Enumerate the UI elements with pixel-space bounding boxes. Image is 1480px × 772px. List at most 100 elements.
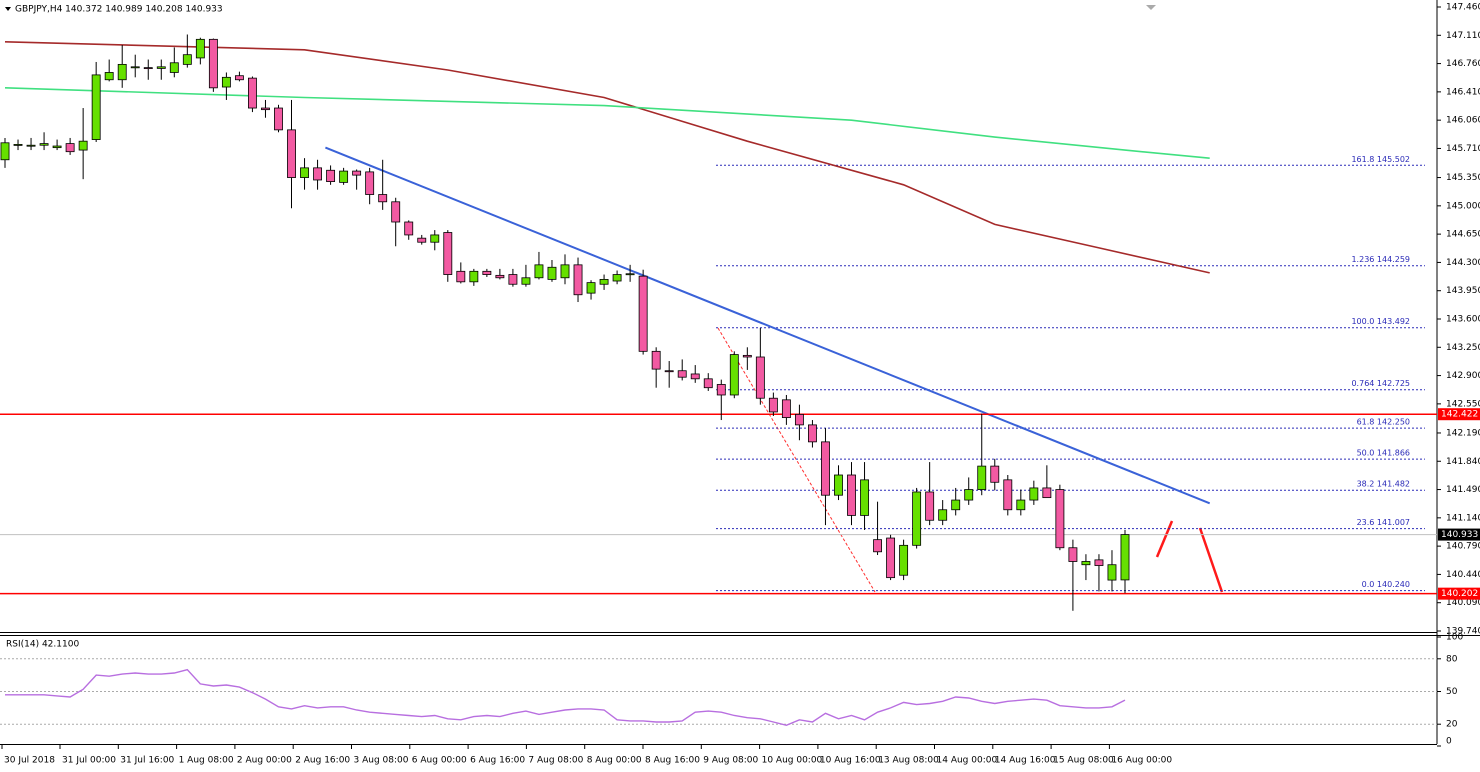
x-tick-label: 31 Jul 16:00 <box>120 756 174 766</box>
candle-body <box>1068 547 1078 562</box>
candle-body <box>104 72 114 81</box>
candle-body <box>13 144 23 146</box>
fib-trendline <box>717 327 876 593</box>
candle-body <box>248 77 257 109</box>
rsi-line <box>5 668 1126 727</box>
candle-body <box>1042 487 1052 499</box>
x-tick-label: 8 Aug 16:00 <box>645 756 700 766</box>
candle-body <box>768 397 778 413</box>
candle-body <box>169 62 179 73</box>
candle-body <box>990 465 1000 483</box>
candle-body <box>1016 499 1026 511</box>
candle-body <box>912 491 922 546</box>
candle-body <box>964 489 974 501</box>
candle-body <box>938 509 948 521</box>
fib-label: 1.236 144.259 <box>1351 255 1410 264</box>
candle-body <box>26 144 36 147</box>
candle-body <box>755 356 765 399</box>
y-tick-label: 141.840 <box>1446 457 1480 467</box>
candle-body <box>365 171 375 195</box>
candle-body <box>143 67 153 70</box>
x-tick-label: 1 Aug 08:00 <box>179 756 234 766</box>
x-tick-label: 3 Aug 08:00 <box>354 756 409 766</box>
y-tick-label: 142.190 <box>1446 428 1480 438</box>
candle-body <box>573 264 583 296</box>
rsi-tick-label: 100 <box>1446 633 1463 643</box>
candle-body <box>313 167 322 181</box>
y-tick-label: 140.090 <box>1446 598 1480 608</box>
x-tick-label: 14 Aug 00:00 <box>937 756 998 766</box>
y-tick-label: 147.110 <box>1446 31 1480 41</box>
moving-average <box>4 87 1210 159</box>
candle-body <box>78 140 88 151</box>
rsi-tick-label: 50 <box>1446 687 1458 697</box>
x-tick-label: 10 Aug 00:00 <box>762 756 823 766</box>
candle-body <box>821 441 830 496</box>
candle-body <box>1081 561 1091 566</box>
rsi-label: RSI(14) 42.1100 <box>6 640 79 650</box>
y-tick-label: 139.740 <box>1446 627 1480 637</box>
fib-label: 61.8 142.250 <box>1357 418 1410 427</box>
x-tick-label: 8 Aug 00:00 <box>587 756 642 766</box>
candle-body <box>586 282 596 294</box>
y-tick-label: 143.950 <box>1446 286 1480 296</box>
candle-body <box>873 539 882 553</box>
rsi-tick-label: 20 <box>1446 720 1458 730</box>
candle-body <box>534 264 544 279</box>
candle-body <box>91 74 101 140</box>
y-tick-label: 142.900 <box>1446 371 1480 381</box>
candle-body <box>560 264 570 279</box>
candle-body <box>130 66 140 69</box>
y-tick-label: 142.550 <box>1446 399 1480 409</box>
candle-body <box>729 354 739 396</box>
candle-body <box>612 274 622 282</box>
candle-body <box>599 278 609 285</box>
trendline <box>325 146 1211 505</box>
y-tick-label: 147.460 <box>1446 3 1480 13</box>
candle-body <box>925 491 935 521</box>
candle-body <box>703 378 713 389</box>
candle-body <box>326 169 336 182</box>
rsi-tick-label: 80 <box>1446 654 1458 664</box>
x-tick-label: 13 Aug 08:00 <box>878 756 939 766</box>
candle-body <box>287 129 296 178</box>
y-tick-label: 146.060 <box>1446 116 1480 126</box>
candle-body <box>847 474 856 516</box>
candle-body <box>1055 489 1065 549</box>
level-box <box>1438 408 1480 421</box>
candle-body <box>664 370 674 373</box>
candle-body <box>690 373 700 380</box>
x-tick-label: 31 Jul 00:00 <box>62 756 116 766</box>
x-tick-label: 6 Aug 00:00 <box>412 756 467 766</box>
candle-body <box>404 221 414 236</box>
fib-label: 161.8 145.502 <box>1351 155 1410 164</box>
candle-body <box>834 474 843 496</box>
y-tick-label: 141.140 <box>1446 513 1480 523</box>
candle-body <box>261 107 270 111</box>
level-label: 140.202 <box>1441 589 1478 599</box>
y-tick-label: 140.440 <box>1446 570 1480 580</box>
candle-body <box>156 66 166 69</box>
candle-body <box>339 170 349 183</box>
x-tick-label: 7 Aug 08:00 <box>528 756 583 766</box>
candle-body <box>951 499 961 511</box>
y-tick-label: 145.350 <box>1446 173 1480 183</box>
candle-body <box>1107 564 1117 581</box>
level-box <box>1438 587 1480 600</box>
shift-marker <box>1146 5 1156 10</box>
candle-body <box>456 270 466 283</box>
candle-body <box>508 274 518 285</box>
candle-body <box>65 143 75 153</box>
x-tick-label: 2 Aug 00:00 <box>237 756 292 766</box>
candle-body <box>677 370 687 378</box>
y-tick-label: 146.410 <box>1446 87 1480 97</box>
x-tick-label: 10 Aug 16:00 <box>820 756 881 766</box>
moving-average <box>4 41 1210 274</box>
y-tick-label: 143.250 <box>1446 343 1480 353</box>
candle-body <box>625 273 635 276</box>
x-tick-label: 9 Aug 08:00 <box>703 756 758 766</box>
candle-body <box>1094 559 1104 566</box>
candle-body <box>1003 479 1013 511</box>
